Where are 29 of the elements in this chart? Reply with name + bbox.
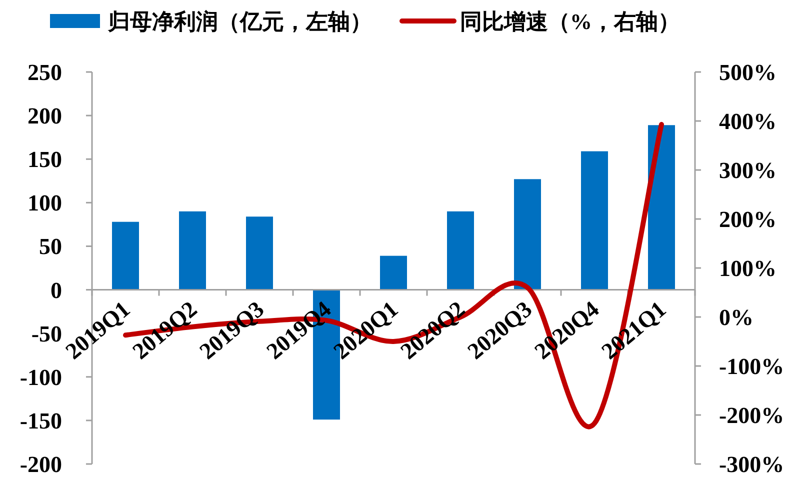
y-tick-label: -50 — [31, 321, 62, 346]
y-tick-label: 100 — [28, 190, 62, 216]
legend-label: 归母净利润（亿元，左轴） — [107, 9, 372, 34]
bar — [581, 151, 608, 290]
bar — [112, 222, 139, 290]
bar — [380, 256, 407, 290]
y2-tick-label: 0% — [719, 305, 754, 330]
y-tick-label: 0 — [50, 278, 62, 303]
y2-tick-label: 300% — [719, 158, 776, 183]
y-tick-label: 50 — [39, 234, 62, 260]
y-tick-label: 150 — [28, 147, 62, 172]
bar — [246, 216, 273, 290]
bar — [179, 211, 206, 290]
y-tick-label: -100 — [20, 364, 62, 390]
y2-tick-label: -200% — [719, 403, 784, 428]
y-tick-label: 200 — [28, 104, 62, 129]
bar — [514, 179, 541, 290]
y-tick-label: -200 — [20, 452, 62, 477]
y2-tick-label: 500% — [719, 60, 776, 85]
y-tick-label: 250 — [28, 60, 62, 85]
legend-label: 同比增速（%，右轴） — [460, 9, 680, 34]
y2-tick-label: 200% — [719, 207, 776, 232]
bar — [648, 125, 675, 290]
bar — [447, 211, 474, 290]
y2-tick-label: -100% — [719, 354, 784, 379]
y2-tick-label: -300% — [719, 452, 784, 477]
y-tick-label: -150 — [20, 408, 62, 434]
y2-tick-label: 100% — [719, 256, 776, 281]
y2-tick-label: 400% — [719, 109, 776, 134]
